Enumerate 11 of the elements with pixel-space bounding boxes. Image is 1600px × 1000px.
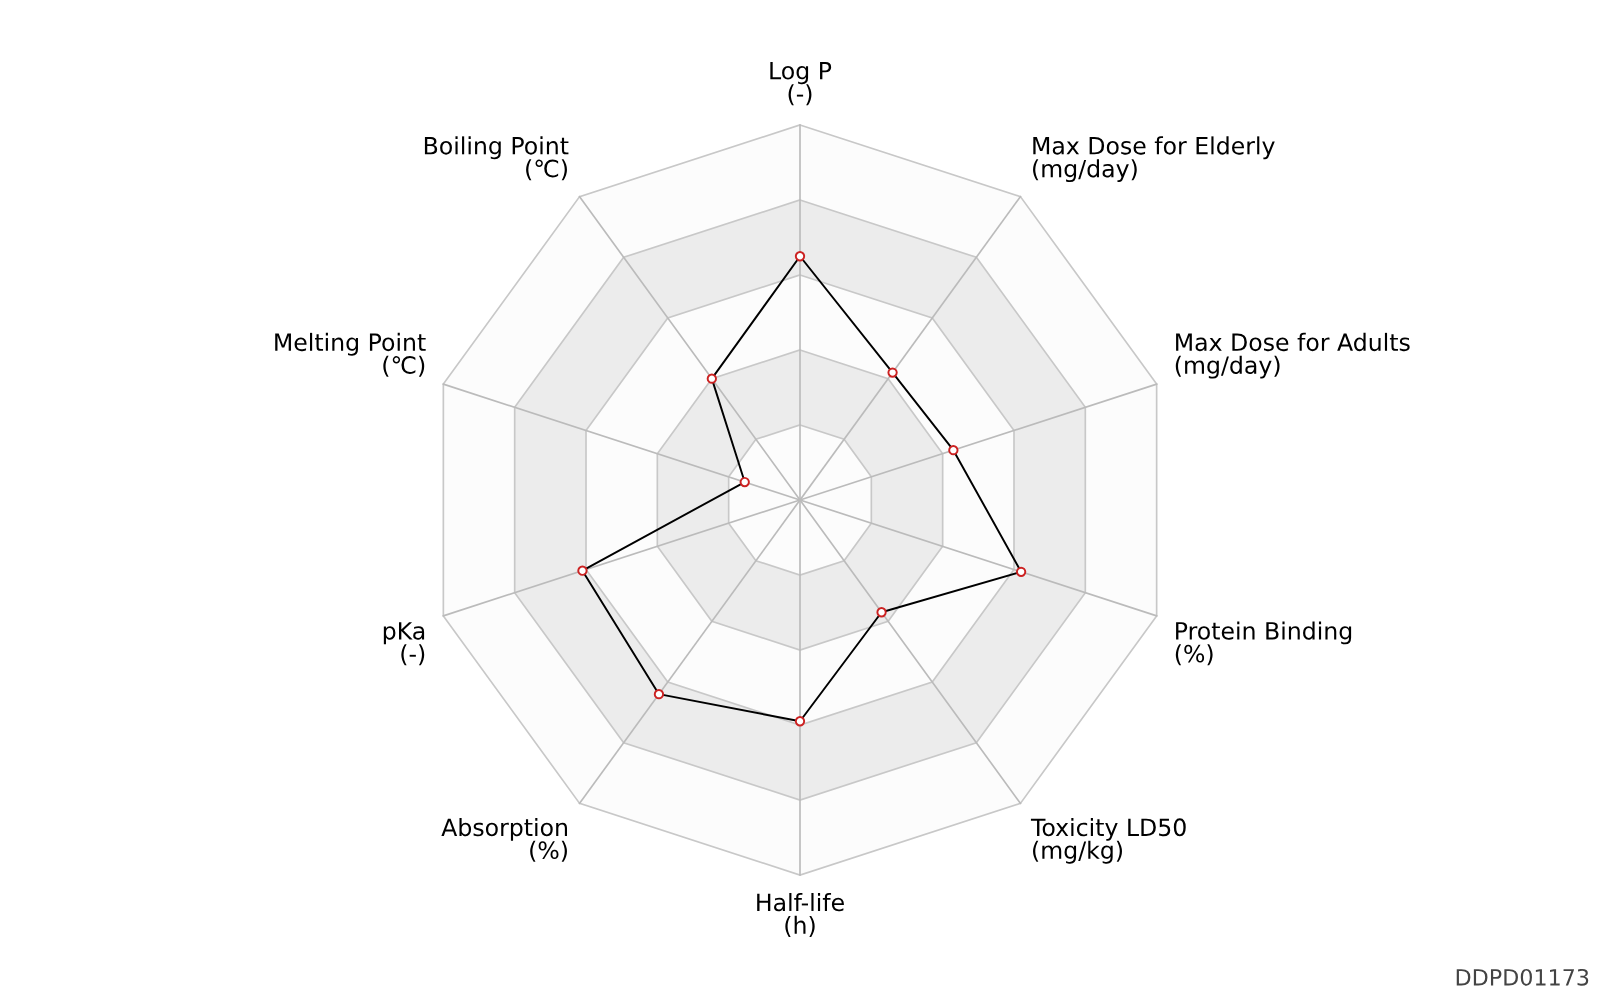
spoke-label: Toxicity LD50 (mg/kg) [1030,817,1186,864]
spoke-label: Max Dose for Adults (mg/day) [1175,332,1410,379]
spoke-label: Absorption (%) [441,817,567,862]
spoke-label: Melting Point (℃) [275,332,426,377]
spoke-label: Log P (-) [770,62,832,106]
spoke-label: pKa (-) [383,622,425,666]
spoke-label: Max Dose for Elderly (mg/day) [1033,136,1275,183]
spoke-label: Protein Binding (%) [1175,621,1352,666]
spoke-label: Half-life (h) [757,893,844,937]
spoke-label: Boiling Point (℃) [424,136,569,181]
text: DDPD01173 [1456,968,1589,986]
